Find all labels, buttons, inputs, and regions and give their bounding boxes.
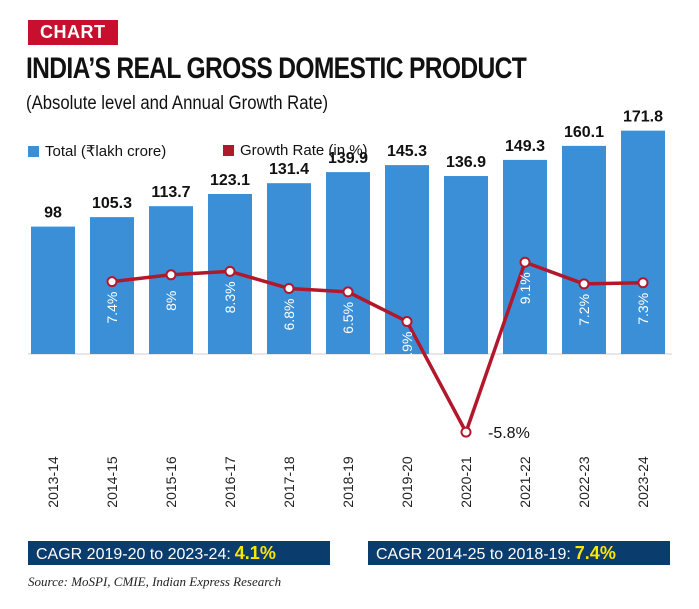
cagr-recent-label: CAGR 2019-20 to 2023-24: xyxy=(36,546,231,563)
growth-rate-line xyxy=(111,260,644,434)
growth-marker-2022-23 xyxy=(578,278,590,290)
bar-value-label-2014-15: 105.3 xyxy=(92,195,132,212)
bar-value-label-2016-17: 123.1 xyxy=(210,172,250,189)
bar-value-label-2018-19: 139.9 xyxy=(328,150,368,167)
bar-2023-24 xyxy=(621,130,665,354)
growth-rate-label-2015-16: 8% xyxy=(163,291,179,311)
legend-growth-swatch xyxy=(223,145,234,156)
x-tick-label-2013-14: 2013-14 xyxy=(45,456,61,508)
chart-tag: CHART xyxy=(28,20,118,45)
source-note: Source: MoSPI, CMIE, Indian Express Rese… xyxy=(28,574,282,589)
gdp-chart: 98 105.3 113.7 123.1 131.4 139.9 145.3 136.9 149… xyxy=(28,109,672,508)
bar-value-label-2020-21: 136.9 xyxy=(446,154,486,171)
x-tick-label-2017-18: 2017-18 xyxy=(281,456,297,508)
x-tick-label-2022-23: 2022-23 xyxy=(576,456,592,508)
x-tick-label-2016-17: 2016-17 xyxy=(222,456,238,508)
bar-value-label-2017-18: 131.4 xyxy=(269,161,309,178)
bar-value-label-2023-24: 171.8 xyxy=(623,109,663,126)
cagr-earlier-value: 7.4% xyxy=(574,543,616,563)
x-tick-label-2023-24: 2023-24 xyxy=(635,456,651,508)
bar-2018-19 xyxy=(326,172,370,354)
growth-rate-label-2020-21: -5.8% xyxy=(488,425,530,442)
bar-value-label-2013-14: 98 xyxy=(44,205,62,222)
growth-marker-2018-19 xyxy=(342,286,354,298)
growth-rate-label-2019-20: 3.9% xyxy=(399,332,415,364)
growth-rate-label-2014-15: 7.4% xyxy=(104,292,120,324)
bar-2017-18 xyxy=(267,183,311,354)
growth-marker-2016-17 xyxy=(224,265,236,277)
legend-total-swatch xyxy=(28,145,39,157)
growth-marker-2023-24 xyxy=(637,277,649,289)
x-tick-label-2019-20: 2019-20 xyxy=(399,456,415,508)
legend-growth-label: Growth Rate (in %) xyxy=(240,142,368,159)
legend-total: Total (₹lakh crore) xyxy=(28,142,166,160)
bar-2013-14 xyxy=(31,226,75,354)
chart-subtitle: (Absolute level and Annual Growth Rate) xyxy=(26,93,329,114)
x-tick-label-2018-19: 2018-19 xyxy=(340,456,356,508)
cagr-earlier-label: CAGR 2014-25 to 2018-19: xyxy=(376,546,571,563)
growth-rate-label-2018-19: 6.5% xyxy=(340,302,356,334)
bar-value-label-2021-22: 149.3 xyxy=(505,138,545,155)
x-tick-label-2021-22: 2021-22 xyxy=(517,456,533,508)
growth-marker-2020-21 xyxy=(460,426,472,438)
growth-rate-label-2021-22: 9.1% xyxy=(517,272,533,304)
cagr-box-recent: CAGR 2019-20 to 2023-24: 4.1% xyxy=(28,541,330,565)
x-tick-label-2020-21: 2020-21 xyxy=(458,456,474,508)
bar-2020-21 xyxy=(444,176,488,354)
growth-rate-label-2016-17: 8.3% xyxy=(222,281,238,313)
x-tick-label-2015-16: 2015-16 xyxy=(163,456,179,508)
growth-marker-2019-20 xyxy=(401,316,413,328)
legend-total-label: Total (₹lakh crore) xyxy=(45,143,167,160)
growth-marker-2017-18 xyxy=(283,282,295,294)
bar-value-label-2022-23: 160.1 xyxy=(564,124,604,141)
x-tick-label-2014-15: 2014-15 xyxy=(104,456,120,508)
chart-title: INDIA’S REAL GROSS DOMESTIC PRODUCT xyxy=(26,52,527,85)
growth-rate-label-2023-24: 7.3% xyxy=(635,293,651,325)
growth-marker-2015-16 xyxy=(165,269,177,281)
growth-marker-2021-22 xyxy=(519,256,531,268)
growth-rate-label-2017-18: 6.8% xyxy=(281,299,297,331)
bar-2022-23 xyxy=(562,145,606,354)
bar-value-label-2019-20: 145.3 xyxy=(387,143,427,160)
cagr-recent-value: 4.1% xyxy=(234,543,276,563)
growth-rate-label-2022-23: 7.2% xyxy=(576,294,592,326)
legend-growth: Growth Rate (in %) xyxy=(223,142,368,159)
growth-marker-2014-15 xyxy=(106,276,118,288)
cagr-box-earlier: CAGR 2014-25 to 2018-19: 7.4% xyxy=(368,541,670,565)
bar-value-label-2015-16: 113.7 xyxy=(151,184,190,201)
